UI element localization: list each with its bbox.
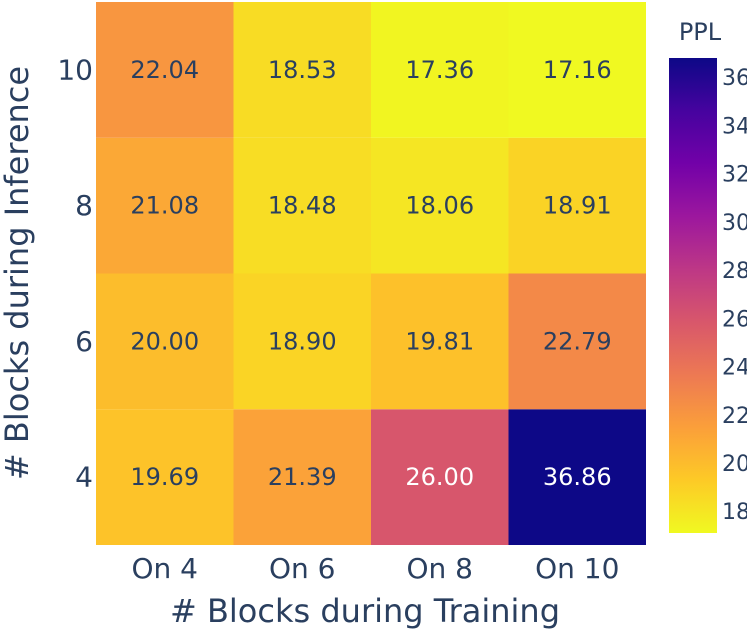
x-tick-label: On 6 [269,552,336,585]
cell-value-label: 20.00 [130,327,199,355]
colorbar: 18 20 22 24 26 28 30 32 34 36 PPL [669,18,747,533]
heatmap-cell-labels: 19.69 21.39 26.00 36.86 20.00 18.90 19.81 22.79… [130,56,611,491]
colorbar-tick-label: 18 [722,500,747,525]
cell-value-label: 26.00 [405,463,474,491]
y-axis-title: # Blocks during Inference [0,66,36,480]
cell-value-label: 21.39 [268,463,337,491]
heatmap-cell [233,137,371,274]
x-axis-ticks: On 4 On 6 On 8 On 10 [132,552,620,585]
heatmap-cell [508,2,646,138]
x-tick-label: On 8 [407,552,474,585]
heatmap-cell [96,137,234,274]
colorbar-ticks: 18 20 22 24 26 28 30 32 34 36 [722,66,747,525]
heatmap-cell [371,273,509,410]
colorbar-tick-label: 24 [722,356,747,381]
cell-value-label: 17.16 [543,56,612,84]
cell-value-label: 18.91 [543,192,612,220]
heatmap-cell [96,2,234,138]
colorbar-gradient [669,58,717,533]
x-tick-label: On 10 [535,552,619,585]
colorbar-title: PPL [679,18,722,46]
heatmap-cell [371,137,509,274]
heatmap-cell [371,2,509,138]
cell-value-label: 22.79 [543,327,612,355]
cell-value-label: 18.53 [268,56,337,84]
heatmap-cell [233,409,371,545]
cell-value-label: 18.06 [405,192,474,220]
cell-value-label: 19.69 [130,463,199,491]
colorbar-tick-label: 32 [722,163,747,188]
colorbar-tick-label: 30 [722,211,747,236]
colorbar-tick-label: 28 [722,259,747,284]
y-tick-label: 4 [75,461,93,494]
colorbar-tick-label: 36 [722,66,747,91]
cell-value-label: 36.86 [543,463,612,491]
heatmap-cell [96,273,234,410]
colorbar-tick-label: 22 [722,404,747,429]
y-tick-label: 8 [75,189,93,222]
y-axis-ticks: 4 6 8 10 [57,53,93,493]
heatmap-cell [508,137,646,274]
heatmap-cells [96,2,646,545]
heatmap-cell [371,409,509,545]
y-tick-label: 6 [75,325,93,358]
x-axis-title: # Blocks during Training [170,592,560,630]
heatmap-cell [508,409,646,545]
cell-value-label: 21.08 [130,192,199,220]
cell-value-label: 19.81 [405,327,474,355]
colorbar-tick-label: 26 [722,307,747,332]
cell-value-label: 18.48 [268,192,337,220]
x-tick-label: On 4 [132,552,199,585]
y-tick-label: 10 [57,53,93,86]
heatmap-cell [233,273,371,410]
heatmap-cell [233,2,371,138]
colorbar-tick-label: 34 [722,114,747,139]
heatmap-cell [96,409,234,545]
cell-value-label: 22.04 [130,56,199,84]
colorbar-tick-label: 20 [722,452,747,477]
cell-value-label: 17.36 [405,56,474,84]
cell-value-label: 18.90 [268,327,337,355]
heatmap-cell [508,273,646,410]
